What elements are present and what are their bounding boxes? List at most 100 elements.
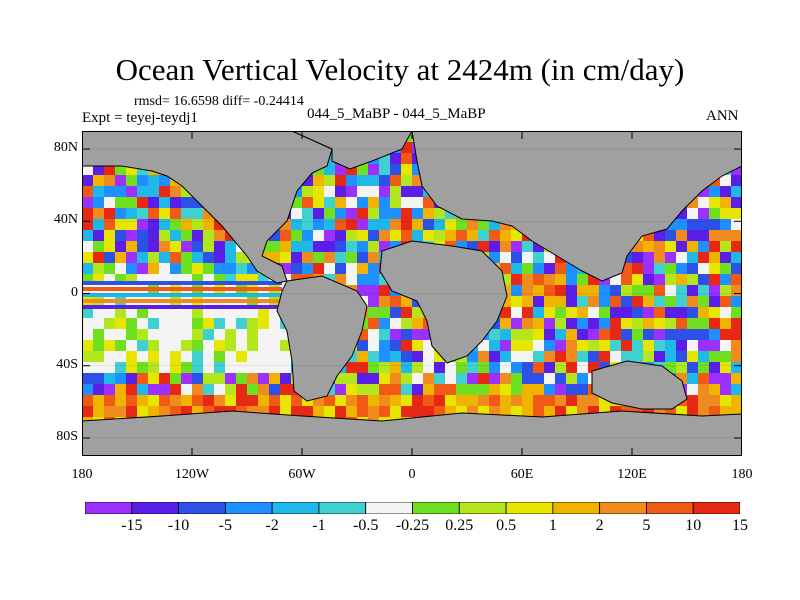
field-cell <box>324 241 336 253</box>
field-cell <box>511 285 523 297</box>
field-cell <box>720 219 732 231</box>
field-cell <box>170 362 182 374</box>
field-cell <box>148 307 160 319</box>
field-cell <box>643 318 655 330</box>
field-cell <box>269 351 281 363</box>
field-cell <box>379 351 391 363</box>
field-cell <box>665 307 677 319</box>
field-cell <box>445 406 457 418</box>
case-label: 044_5_MaBP - 044_5_MaBP <box>307 106 486 122</box>
field-cell <box>357 384 369 396</box>
field-cell <box>720 296 732 308</box>
field-cell <box>544 340 556 352</box>
field-cell <box>324 395 336 407</box>
field-cell <box>390 219 402 231</box>
colorbar-label: -1 <box>312 517 326 534</box>
field-cell <box>709 230 721 242</box>
field-cell <box>346 186 358 198</box>
field-cell <box>456 219 468 231</box>
field-cell <box>93 175 105 187</box>
field-cell <box>731 285 742 297</box>
field-cell <box>390 329 402 341</box>
field-cell <box>676 208 688 220</box>
field-cell <box>159 318 171 330</box>
field-cell <box>82 230 94 242</box>
field-cell <box>709 406 721 418</box>
field-cell <box>346 406 358 418</box>
field-cell <box>544 395 556 407</box>
field-cell <box>709 241 721 253</box>
field-cell <box>181 318 193 330</box>
field-cell <box>709 307 721 319</box>
field-cell <box>291 230 303 242</box>
lat-label: 40N <box>53 212 78 228</box>
field-cell <box>324 186 336 198</box>
field-cell <box>357 274 369 286</box>
field-cell <box>489 395 501 407</box>
field-cell <box>511 384 523 396</box>
field-cell <box>643 340 655 352</box>
field-cell <box>181 208 193 220</box>
field-cell <box>82 307 94 319</box>
field-cell <box>632 351 644 363</box>
field-cell <box>401 307 413 319</box>
field-cell <box>731 219 742 231</box>
field-cell <box>731 230 742 242</box>
field-cell <box>390 395 402 407</box>
field-cell <box>401 362 413 374</box>
field-cell <box>357 395 369 407</box>
field-cell <box>698 318 710 330</box>
field-cell <box>225 351 237 363</box>
field-cell <box>82 362 94 374</box>
field-cell <box>401 406 413 418</box>
field-cell <box>148 252 160 264</box>
field-cell <box>687 285 699 297</box>
field-cell <box>390 197 402 209</box>
field-cell <box>82 274 94 286</box>
field-cell <box>676 241 688 253</box>
field-cell <box>522 395 534 407</box>
field-cell <box>489 362 501 374</box>
field-cell <box>423 351 435 363</box>
field-cell <box>181 219 193 231</box>
field-cell <box>170 406 182 418</box>
field-cell <box>401 351 413 363</box>
field-cell <box>291 219 303 231</box>
field-cell <box>544 351 556 363</box>
field-cell <box>511 318 523 330</box>
field-cell <box>698 252 710 264</box>
field-cell <box>709 318 721 330</box>
colorbar-label: 1 <box>548 517 557 534</box>
field-cell <box>126 373 138 385</box>
field-cell <box>533 373 545 385</box>
field-cell <box>82 406 94 418</box>
field-cell <box>335 164 347 176</box>
field-cell <box>368 318 380 330</box>
field-cell <box>115 164 127 176</box>
field-cell <box>236 318 248 330</box>
field-cell <box>137 395 149 407</box>
field-cell <box>698 406 710 418</box>
field-cell <box>335 197 347 209</box>
field-cell <box>676 340 688 352</box>
field-cell <box>654 329 666 341</box>
field-cell <box>577 318 589 330</box>
field-cell <box>522 373 534 385</box>
field-cell <box>181 186 193 198</box>
field-cell <box>170 263 182 275</box>
field-cell <box>258 351 270 363</box>
field-cell <box>533 263 545 275</box>
field-cell <box>170 384 182 396</box>
field-cell <box>687 296 699 308</box>
colorbar-swatch <box>318 502 367 514</box>
field-cell <box>412 230 424 242</box>
field-cell <box>379 340 391 352</box>
field-cell <box>544 252 556 264</box>
field-cell <box>82 197 94 209</box>
field-cell <box>115 274 127 286</box>
field-cell <box>709 373 721 385</box>
land-australia <box>591 360 688 410</box>
field-cell <box>104 329 116 341</box>
field-cell <box>533 318 545 330</box>
field-cell <box>357 219 369 231</box>
